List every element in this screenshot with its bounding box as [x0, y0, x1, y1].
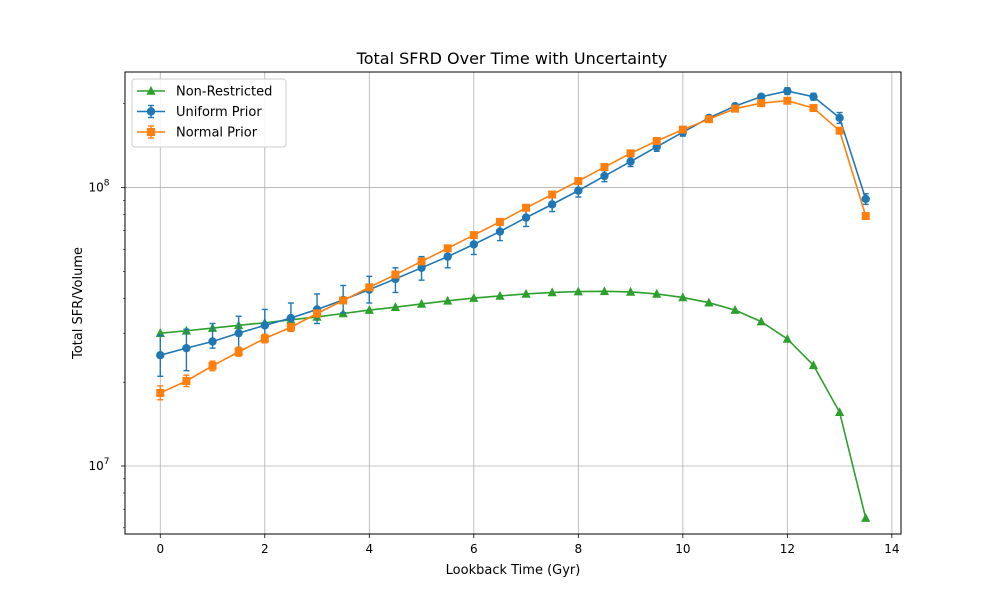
data-point	[678, 292, 688, 302]
data-point	[521, 288, 531, 298]
y-tick-label: 107	[88, 457, 109, 473]
data-point	[574, 177, 583, 186]
data-point	[757, 99, 766, 108]
data-point	[495, 227, 505, 236]
data-point	[809, 92, 818, 101]
data-point	[626, 149, 635, 158]
data-point	[208, 337, 217, 346]
data-point	[547, 287, 557, 297]
data-point	[443, 295, 453, 305]
data-point	[547, 200, 557, 209]
series-normal-prior	[156, 96, 870, 401]
data-point	[599, 286, 610, 296]
data-point	[626, 157, 635, 166]
data-point	[678, 125, 687, 134]
data-point	[730, 305, 740, 314]
data-point	[313, 309, 322, 318]
data-point	[364, 305, 374, 314]
series-layer	[155, 86, 871, 522]
data-point	[861, 513, 871, 522]
data-point	[834, 407, 845, 417]
data-point	[469, 293, 479, 302]
data-point	[522, 203, 531, 212]
data-point	[495, 290, 505, 300]
legend: Non-Restricted Uniform Prior Normal Prior	[131, 78, 287, 148]
legend-marker	[146, 86, 156, 95]
data-point	[417, 257, 426, 266]
legend-marker	[146, 107, 156, 116]
data-point	[156, 351, 165, 360]
data-point	[417, 263, 426, 273]
x-tick-label: 4	[365, 542, 373, 556]
y-axis-label: Total SFR/Volume	[71, 247, 86, 360]
data-point	[809, 104, 818, 113]
chart-title: Total SFRD Over Time with Uncertainty	[356, 49, 668, 68]
data-point	[808, 360, 819, 370]
data-point	[548, 190, 557, 199]
data-point	[756, 316, 766, 326]
data-point	[704, 115, 713, 124]
series-line	[159, 99, 867, 394]
data-point	[156, 388, 165, 397]
data-point	[861, 194, 870, 204]
x-tick-label: 8	[574, 542, 582, 556]
legend-marker	[147, 128, 155, 136]
data-point	[835, 113, 844, 123]
x-tick-label: 12	[780, 542, 795, 556]
legend-label: Uniform Prior	[176, 105, 262, 120]
data-point	[208, 361, 217, 370]
plot-frame	[124, 71, 902, 535]
data-point	[286, 323, 295, 332]
data-point	[652, 288, 662, 298]
data-point	[757, 92, 766, 101]
x-tick-label: 0	[156, 542, 164, 556]
x-axis-label: Lookback Time (Gyr)	[446, 563, 581, 578]
legend-item-uniform-prior: Uniform Prior	[137, 104, 262, 120]
x-tick-label: 10	[675, 542, 690, 556]
data-point	[573, 286, 583, 296]
x-tick-label: 6	[470, 542, 478, 556]
legend-label: Non-Restricted	[176, 85, 272, 100]
data-point	[783, 86, 792, 96]
x-tick-label: 2	[261, 542, 269, 556]
data-point	[286, 313, 296, 323]
legend-box	[131, 78, 287, 148]
data-point	[574, 186, 583, 195]
legend-item-normal-prior: Normal Prior	[137, 125, 258, 141]
data-point	[391, 270, 400, 279]
data-point	[861, 212, 870, 221]
data-point	[704, 297, 714, 307]
data-point	[443, 252, 452, 261]
data-point	[390, 302, 401, 311]
data-point	[835, 126, 844, 135]
data-point	[469, 240, 479, 249]
x-tick-label: 14	[884, 542, 899, 556]
data-point	[234, 328, 243, 338]
data-point	[600, 171, 609, 181]
data-point	[521, 213, 531, 222]
data-point	[652, 136, 661, 145]
data-point	[260, 321, 269, 330]
data-point	[234, 347, 243, 356]
data-point	[182, 343, 191, 353]
data-point	[495, 217, 504, 226]
data-point	[182, 376, 191, 385]
data-point	[365, 283, 374, 292]
data-point	[600, 163, 609, 172]
data-point	[782, 333, 792, 343]
data-point	[339, 296, 348, 305]
axis-layer: 0 2 4 6 8 10 12 14 107 108	[88, 103, 899, 556]
y-tick-label: 108	[88, 179, 109, 195]
data-point	[260, 334, 269, 343]
legend-item-non-restricted: Non-Restricted	[137, 85, 272, 100]
data-point	[469, 231, 478, 240]
data-point	[731, 104, 740, 113]
legend-label: Normal Prior	[176, 126, 258, 141]
series-line	[160, 90, 867, 356]
data-point	[625, 286, 636, 296]
data-point	[416, 298, 427, 308]
data-point	[443, 244, 452, 253]
data-point	[783, 96, 792, 105]
